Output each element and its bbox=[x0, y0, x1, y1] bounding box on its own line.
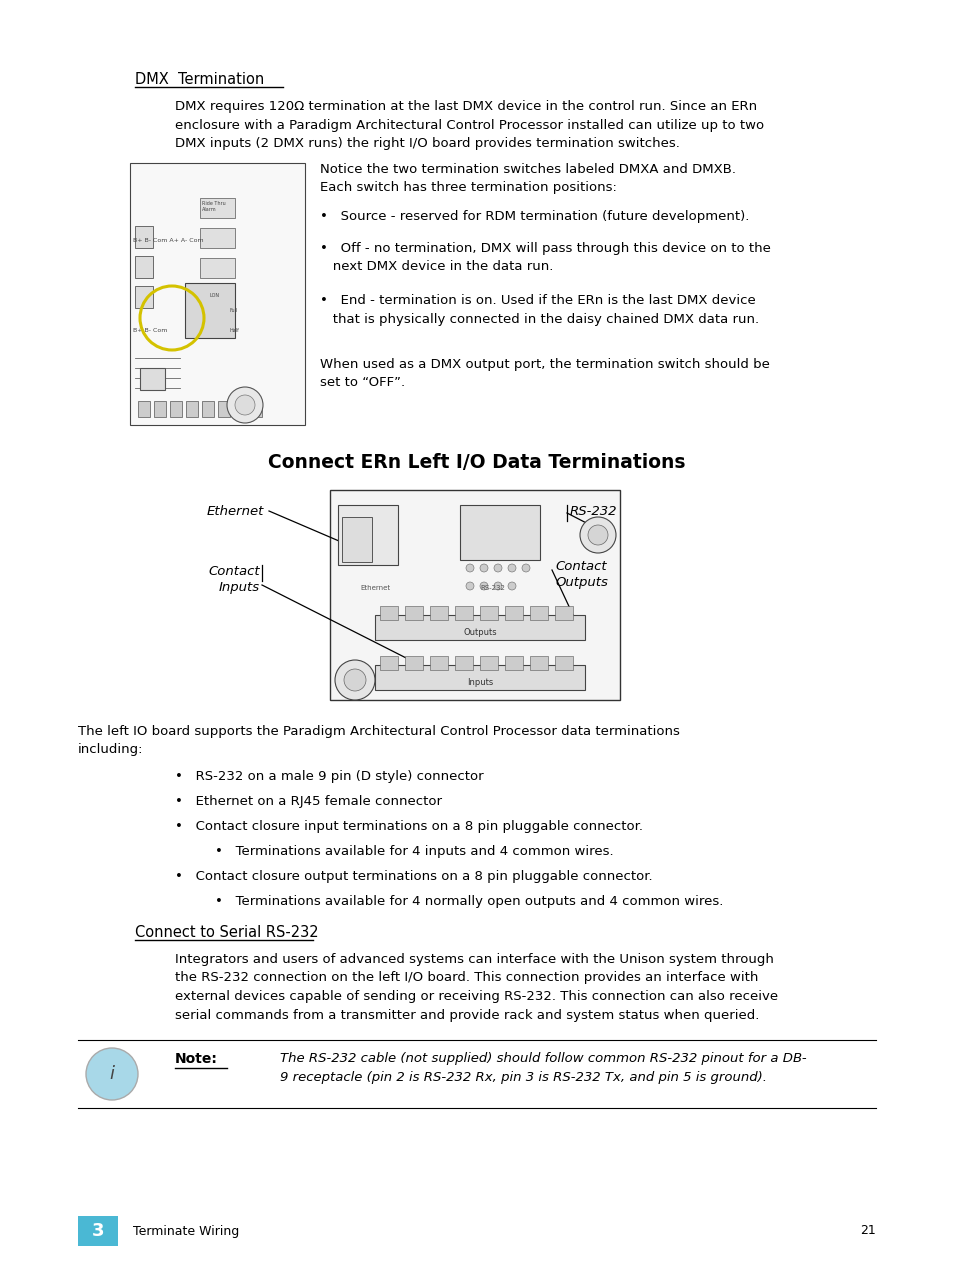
Circle shape bbox=[494, 563, 501, 572]
Circle shape bbox=[579, 516, 616, 553]
Bar bbox=[530, 656, 547, 670]
Text: Notice the two termination switches labeled DMXA and DMXB.
Each switch has three: Notice the two termination switches labe… bbox=[319, 163, 735, 195]
Text: Inputs: Inputs bbox=[218, 581, 260, 594]
Bar bbox=[504, 656, 522, 670]
Text: Integrators and users of advanced systems can interface with the Unison system t: Integrators and users of advanced system… bbox=[174, 953, 778, 1021]
Bar bbox=[200, 258, 234, 279]
Bar bbox=[555, 656, 573, 670]
Bar bbox=[459, 505, 539, 560]
Bar bbox=[200, 198, 234, 218]
Bar bbox=[153, 401, 166, 417]
Bar bbox=[185, 282, 234, 338]
Circle shape bbox=[587, 525, 607, 544]
Bar bbox=[555, 605, 573, 619]
Bar bbox=[202, 401, 213, 417]
Circle shape bbox=[344, 669, 366, 691]
Text: Outputs: Outputs bbox=[463, 628, 497, 637]
FancyBboxPatch shape bbox=[330, 490, 619, 700]
Bar bbox=[337, 505, 397, 565]
Circle shape bbox=[86, 1048, 138, 1100]
Bar bbox=[379, 605, 397, 619]
Circle shape bbox=[494, 583, 501, 590]
Text: •   Terminations available for 4 inputs and 4 common wires.: • Terminations available for 4 inputs an… bbox=[214, 845, 613, 859]
Text: Full: Full bbox=[230, 308, 238, 313]
Text: •   Terminations available for 4 normally open outputs and 4 common wires.: • Terminations available for 4 normally … bbox=[214, 895, 722, 908]
Text: •   Contact closure output terminations on a 8 pin pluggable connector.: • Contact closure output terminations on… bbox=[174, 870, 652, 883]
Text: •   Ethernet on a RJ45 female connector: • Ethernet on a RJ45 female connector bbox=[174, 795, 441, 808]
Bar bbox=[186, 401, 198, 417]
Bar bbox=[455, 656, 473, 670]
Text: i: i bbox=[110, 1065, 114, 1082]
Bar bbox=[405, 656, 422, 670]
Text: LON: LON bbox=[210, 293, 220, 298]
Text: RS-232: RS-232 bbox=[569, 505, 617, 518]
Bar bbox=[341, 516, 372, 562]
Bar bbox=[479, 656, 497, 670]
Bar bbox=[78, 1216, 118, 1247]
Bar bbox=[200, 287, 234, 308]
Text: Ethernet: Ethernet bbox=[207, 505, 264, 518]
Bar bbox=[455, 605, 473, 619]
Bar bbox=[379, 656, 397, 670]
Bar bbox=[375, 614, 584, 640]
Text: The left IO board supports the Paradigm Architectural Control Processor data ter: The left IO board supports the Paradigm … bbox=[78, 725, 679, 757]
Text: •   End - termination is on. Used if the ERn is the last DMX device
   that is p: • End - termination is on. Used if the E… bbox=[319, 294, 759, 326]
Text: RS-232: RS-232 bbox=[479, 585, 504, 591]
Bar bbox=[170, 401, 182, 417]
Text: When used as a DMX output port, the termination switch should be
set to “OFF”.: When used as a DMX output port, the term… bbox=[319, 357, 769, 389]
Bar bbox=[135, 286, 152, 308]
Text: Ride Thru
Alarm: Ride Thru Alarm bbox=[202, 201, 226, 212]
Circle shape bbox=[465, 563, 474, 572]
Bar bbox=[479, 605, 497, 619]
Text: •   Source - reserved for RDM termination (future development).: • Source - reserved for RDM termination … bbox=[319, 210, 749, 223]
Bar bbox=[430, 656, 448, 670]
Text: The RS-232 cable (not supplied) should follow common RS-232 pinout for a DB-
9 r: The RS-232 cable (not supplied) should f… bbox=[280, 1052, 806, 1084]
Circle shape bbox=[335, 660, 375, 700]
Bar bbox=[135, 226, 152, 248]
Text: DMX  Termination: DMX Termination bbox=[135, 73, 264, 86]
Text: Connect to Serial RS-232: Connect to Serial RS-232 bbox=[135, 925, 318, 940]
Text: 21: 21 bbox=[860, 1225, 875, 1238]
Text: B+ B- Com A+ A- Com: B+ B- Com A+ A- Com bbox=[132, 238, 203, 243]
Text: 3: 3 bbox=[91, 1222, 104, 1240]
Bar bbox=[530, 605, 547, 619]
Text: Ethernet: Ethernet bbox=[359, 585, 390, 591]
Circle shape bbox=[507, 583, 516, 590]
Bar bbox=[130, 163, 305, 425]
Text: Half: Half bbox=[230, 328, 239, 333]
Bar bbox=[405, 605, 422, 619]
Circle shape bbox=[479, 583, 488, 590]
Circle shape bbox=[521, 563, 530, 572]
Text: Contact: Contact bbox=[555, 560, 606, 572]
Text: B+ B- Com: B+ B- Com bbox=[132, 328, 167, 333]
Circle shape bbox=[479, 563, 488, 572]
Bar bbox=[504, 605, 522, 619]
Text: Contact: Contact bbox=[208, 565, 260, 577]
Bar bbox=[250, 401, 262, 417]
Text: Note:: Note: bbox=[174, 1052, 217, 1066]
Text: Connect ERn Left I/O Data Terminations: Connect ERn Left I/O Data Terminations bbox=[268, 453, 685, 472]
Text: Inputs: Inputs bbox=[466, 678, 493, 687]
Circle shape bbox=[465, 583, 474, 590]
Text: DMX requires 120Ω termination at the last DMX device in the control run. Since a: DMX requires 120Ω termination at the las… bbox=[174, 100, 763, 150]
Circle shape bbox=[234, 396, 254, 415]
Text: Terminate Wiring: Terminate Wiring bbox=[132, 1225, 239, 1238]
Bar bbox=[233, 401, 246, 417]
Bar bbox=[135, 256, 152, 279]
Bar bbox=[430, 605, 448, 619]
Text: Outputs: Outputs bbox=[555, 576, 607, 589]
Text: •   Off - no termination, DMX will pass through this device on to the
   next DM: • Off - no termination, DMX will pass th… bbox=[319, 242, 770, 273]
Text: •   RS-232 on a male 9 pin (D style) connector: • RS-232 on a male 9 pin (D style) conne… bbox=[174, 770, 483, 784]
Bar bbox=[140, 368, 165, 391]
Bar bbox=[138, 401, 150, 417]
Bar bbox=[375, 665, 584, 689]
Circle shape bbox=[227, 387, 263, 424]
Circle shape bbox=[507, 563, 516, 572]
Bar bbox=[218, 401, 230, 417]
Text: •   Contact closure input terminations on a 8 pin pluggable connector.: • Contact closure input terminations on … bbox=[174, 820, 642, 833]
Bar bbox=[200, 228, 234, 248]
